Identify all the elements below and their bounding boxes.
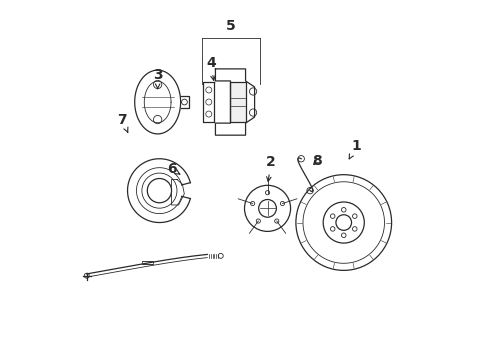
Text: 5: 5	[225, 19, 235, 33]
Bar	[229, 82, 246, 122]
Bar	[142, 261, 152, 265]
Text: 2: 2	[265, 155, 275, 181]
Text: 4: 4	[205, 56, 215, 80]
Circle shape	[84, 273, 89, 278]
Text: 1: 1	[348, 139, 360, 159]
Circle shape	[218, 253, 223, 258]
Text: 6: 6	[167, 162, 180, 176]
Text: 8: 8	[312, 153, 322, 167]
Text: 3: 3	[153, 68, 162, 89]
Text: 7: 7	[117, 113, 128, 132]
Circle shape	[147, 179, 171, 203]
